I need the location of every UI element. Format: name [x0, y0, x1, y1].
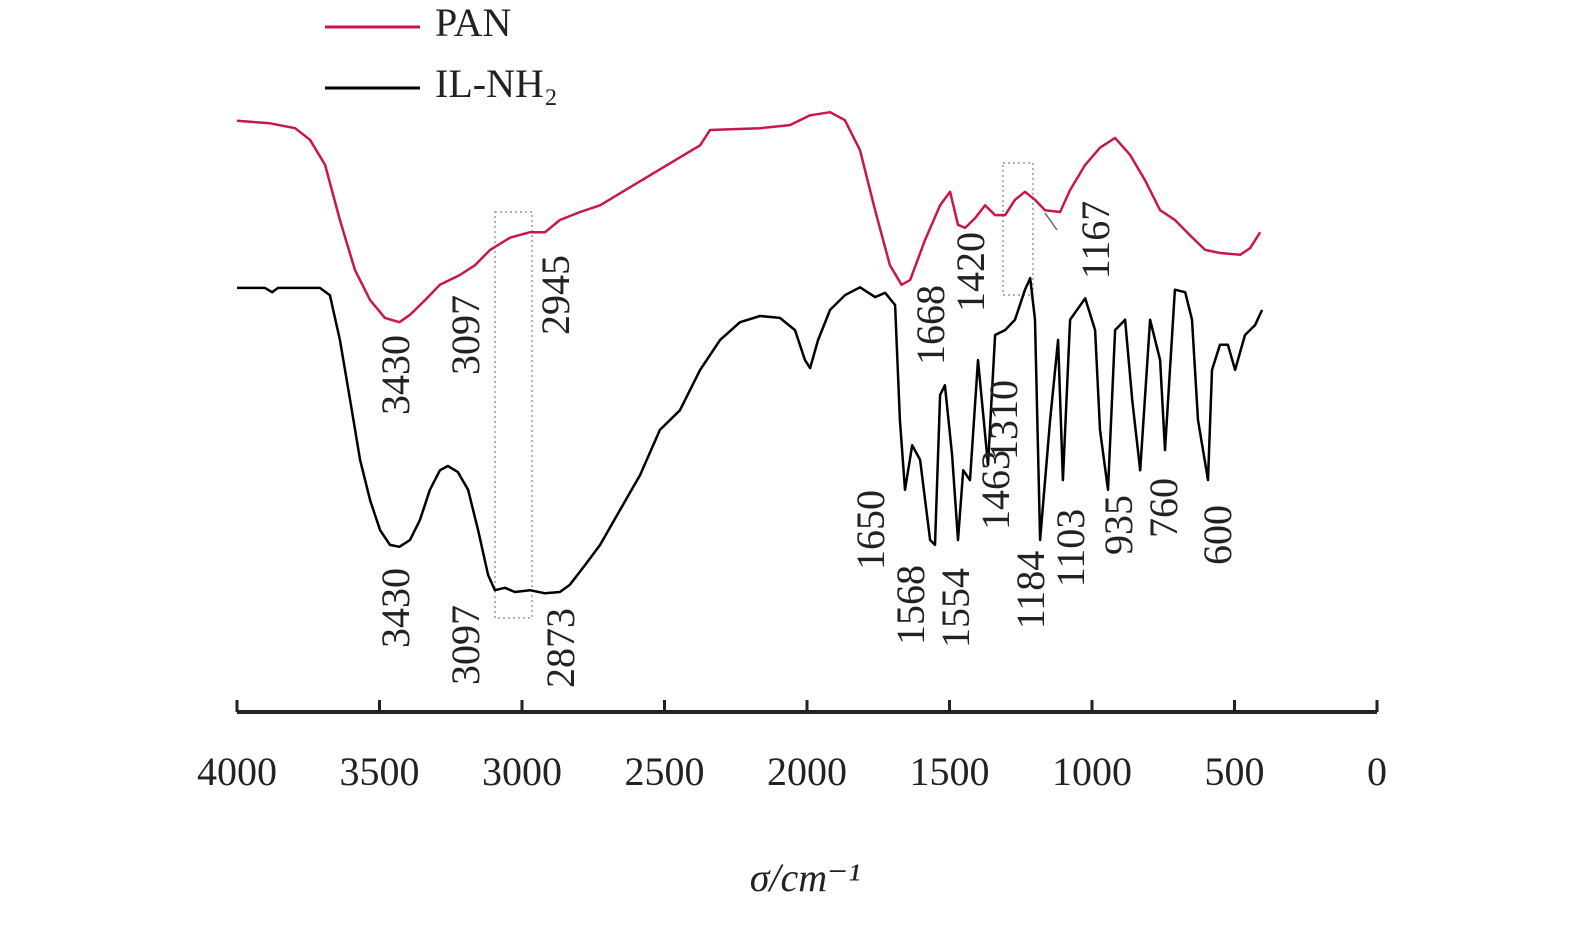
peak-label: 1668 [908, 285, 953, 365]
peak-label: 3430 [373, 335, 418, 415]
x-axis-label: σ/cm⁻¹ [750, 855, 861, 900]
peak-label: 760 [1141, 478, 1186, 538]
x-tick-label: 4000 [197, 749, 277, 794]
highlight-box [1002, 162, 1034, 296]
legend-label: PAN [435, 0, 511, 45]
peak-label: 1554 [933, 568, 978, 648]
legend-label: IL-NH₂ [435, 61, 558, 106]
peak-label: 1167 [1073, 201, 1118, 280]
peak-label: 1463 [973, 450, 1018, 530]
peak-label: 3097 [443, 295, 488, 375]
peak-label: 1650 [848, 490, 893, 570]
peak-label: 600 [1195, 505, 1240, 565]
peak-label: 3097 [443, 605, 488, 685]
leader-line [1044, 212, 1058, 231]
x-tick-label: 500 [1205, 749, 1265, 794]
x-tick-label: 2500 [625, 749, 705, 794]
peak-label: 2873 [538, 608, 583, 688]
peak-label: 1568 [888, 565, 933, 645]
peak-label: 1103 [1048, 509, 1093, 588]
x-tick-label: 3500 [340, 749, 420, 794]
peak-label: 2945 [533, 255, 578, 335]
peak-label: 1184 [1008, 551, 1053, 630]
x-tick-label: 2000 [767, 749, 847, 794]
peak-label: 3430 [373, 568, 418, 648]
x-tick-label: 0 [1367, 749, 1387, 794]
highlight-box [494, 211, 533, 619]
x-tick-label: 1000 [1052, 749, 1132, 794]
peak-label: 1310 [981, 380, 1026, 460]
x-tick-label: 3000 [482, 749, 562, 794]
peak-label: 935 [1096, 495, 1141, 555]
x-tick-label: 1500 [910, 749, 990, 794]
spectrum-line [237, 276, 1264, 595]
peak-label: 1420 [948, 232, 993, 312]
spectrum-line [236, 110, 1262, 324]
